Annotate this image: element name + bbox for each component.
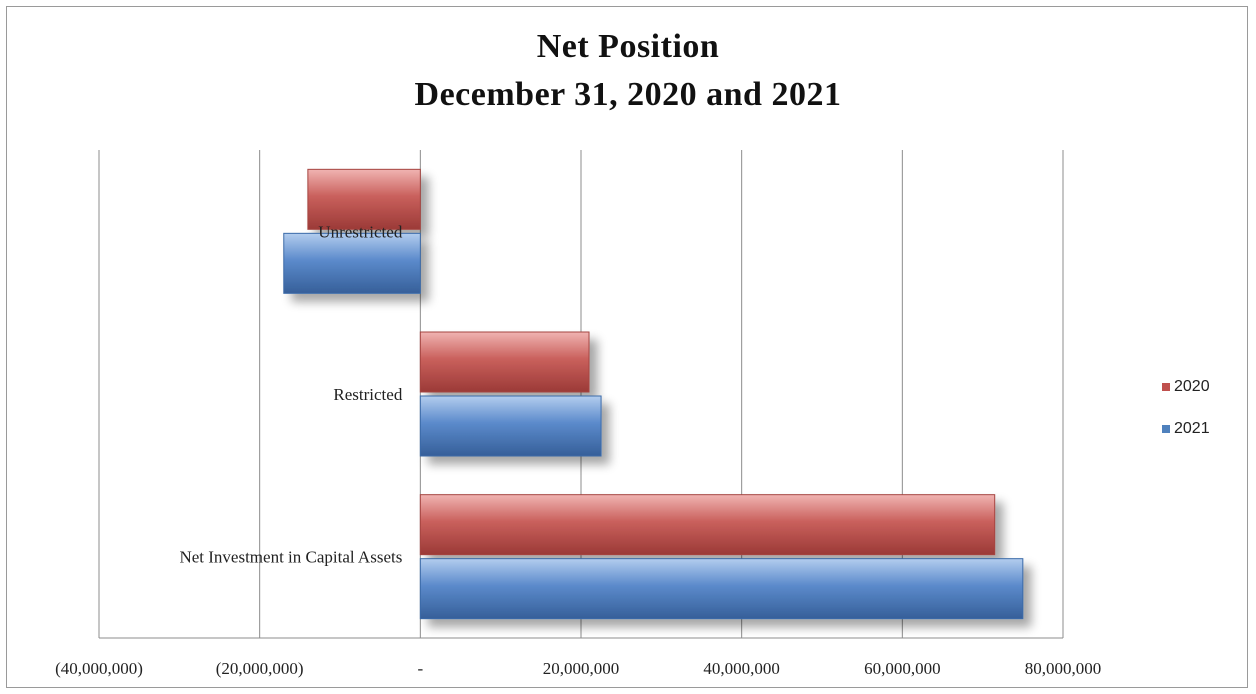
x-tick-label: 20,000,000 [543,659,620,678]
x-tick-label: 40,000,000 [703,659,780,678]
bar-2021-unrestricted [283,232,421,294]
category-label: Unrestricted [318,222,403,241]
x-tick-label: (20,000,000) [216,659,304,678]
x-tick-label: 60,000,000 [864,659,941,678]
legend-label-2020: 2020 [1174,378,1210,395]
x-tick-label: 80,000,000 [1025,659,1102,678]
bar-2020-unrestricted [307,168,421,230]
legend-swatch-2020 [1162,383,1170,391]
legend-item-2020: 2020 [1162,378,1210,396]
category-label: Net Investment in Capital Assets [179,548,402,567]
chart-title: Net Position [536,28,720,65]
bar-2020-net-investment-in-capital-assets [419,494,996,556]
bar-2020-restricted [419,331,590,393]
bar-2021-restricted [419,395,602,457]
category-label: Restricted [333,385,402,404]
legend-label-2021: 2021 [1174,420,1210,437]
chart-subtitle: December 31, 2020 and 2021 [414,76,842,113]
x-tick-label: (40,000,000) [55,659,143,678]
x-tick-label: - [417,659,423,678]
legend-item-2021: 2021 [1162,420,1210,438]
legend-swatch-2021 [1162,425,1170,433]
bar-2021-net-investment-in-capital-assets [419,558,1024,620]
